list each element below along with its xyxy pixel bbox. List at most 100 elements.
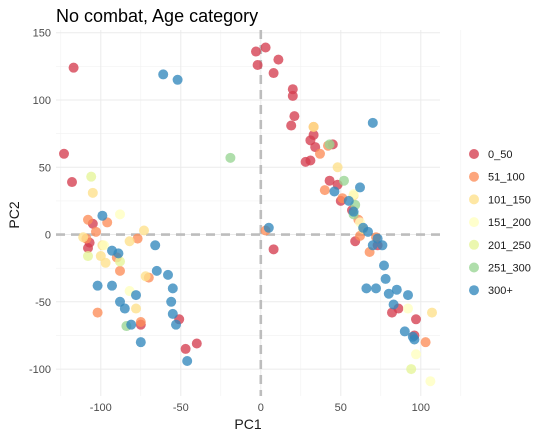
data-point-101-150 — [332, 162, 343, 173]
x-tick-label: -50 — [173, 402, 189, 414]
legend-label: 51_100 — [488, 172, 525, 184]
data-point-151-200 — [425, 376, 436, 387]
legend-label: 251_300 — [488, 263, 531, 275]
data-point-0-50 — [191, 338, 202, 349]
data-point-300- — [172, 74, 183, 85]
x-tick-label: 50 — [335, 402, 347, 414]
data-point-300- — [363, 226, 373, 237]
reference-lines — [56, 30, 440, 396]
data-point-0-50 — [300, 156, 311, 167]
y-axis-title: PC2 — [6, 201, 22, 228]
data-point-300- — [329, 186, 340, 197]
data-point-300- — [92, 280, 103, 291]
data-point-0-50 — [287, 90, 298, 101]
data-point-51-100 — [92, 307, 103, 318]
data-point-201-250 — [86, 171, 97, 182]
data-point-300- — [403, 290, 413, 301]
data-point-0-50 — [268, 244, 279, 255]
x-tick-label: -100 — [90, 402, 112, 414]
data-point-300- — [126, 319, 137, 330]
data-point-300- — [119, 303, 130, 314]
data-point-300- — [343, 195, 354, 206]
legend-label: 201_250 — [488, 240, 531, 252]
data-point-300- — [107, 280, 117, 291]
data-point-101-150 — [308, 121, 319, 132]
data-point-51-100 — [420, 337, 431, 348]
data-point-101-150 — [87, 187, 98, 198]
grid-major — [56, 30, 440, 396]
y-tick-label: 50 — [39, 162, 51, 174]
data-point-0-50 — [260, 42, 271, 53]
data-point-300- — [361, 283, 372, 294]
grid-minor — [56, 30, 462, 396]
data-point-0-50 — [411, 314, 421, 325]
legend-key — [469, 239, 479, 250]
data-point-300- — [380, 273, 391, 284]
y-tick-label: 0 — [45, 230, 51, 242]
data-point-0-50 — [268, 68, 279, 79]
data-point-0-50 — [59, 148, 69, 159]
data-point-300- — [348, 206, 359, 217]
data-point-0-50 — [67, 177, 77, 188]
y-tick-label: 150 — [33, 28, 51, 40]
data-point-0-50 — [252, 59, 263, 70]
data-point-300- — [163, 269, 173, 280]
data-point-101-150 — [124, 236, 135, 247]
data-point-300- — [367, 117, 378, 128]
data-point-151-200 — [411, 349, 421, 360]
data-point-0-50 — [324, 175, 335, 186]
legend-label: 0_50 — [488, 149, 512, 161]
data-point-201-250 — [83, 251, 93, 262]
data-point-300- — [150, 240, 161, 251]
data-point-300- — [409, 334, 420, 345]
data-point-101-150 — [140, 271, 151, 282]
data-point-0-50 — [251, 46, 261, 57]
data-point-300- — [171, 319, 181, 330]
data-point-300- — [167, 308, 178, 319]
data-point-151-200 — [403, 303, 413, 314]
data-point-51-100 — [115, 265, 125, 276]
data-point-0-50 — [68, 62, 79, 73]
data-point-0-50 — [387, 307, 397, 318]
data-point-300- — [355, 182, 365, 193]
data-point-300- — [371, 283, 381, 294]
data-point-300- — [97, 210, 108, 221]
legend-key — [469, 262, 479, 273]
data-point-300- — [379, 260, 389, 271]
legend-key — [469, 194, 479, 205]
data-point-251-300 — [339, 175, 349, 186]
data-point-300- — [263, 222, 274, 233]
data-point-51-100 — [135, 316, 146, 327]
data-point-151-200 — [99, 240, 109, 251]
data-point-300- — [158, 69, 169, 80]
data-point-300- — [166, 296, 177, 307]
legend-key — [469, 217, 479, 228]
data-point-300- — [113, 248, 124, 259]
data-point-51-100 — [319, 185, 330, 196]
legend-key — [469, 171, 479, 182]
data-point-51-100 — [83, 214, 93, 225]
legend-label: 151_200 — [488, 217, 531, 229]
data-point-201-250 — [406, 364, 417, 375]
x-tick-label: 0 — [258, 402, 264, 414]
chart-title: No combat, Age category — [56, 6, 258, 26]
data-point-300- — [151, 265, 162, 276]
data-point-0-50 — [289, 111, 300, 122]
data-point-101-150 — [131, 303, 141, 314]
legend-key — [469, 285, 479, 296]
data-point-300- — [377, 240, 388, 251]
data-point-300- — [388, 299, 399, 310]
data-point-51-100 — [91, 226, 101, 237]
y-axis-ticks: 150 100 50 0 -50 -100 — [29, 28, 51, 376]
legend-label: 101_150 — [488, 194, 531, 206]
data-point-201-250 — [115, 256, 125, 267]
y-tick-label: -100 — [29, 364, 51, 376]
data-point-101-150 — [100, 257, 111, 268]
data-point-300- — [383, 288, 394, 299]
data-point-51-100 — [132, 233, 143, 244]
data-point-300- — [131, 290, 141, 301]
data-point-300- — [135, 337, 146, 348]
data-point-0-50 — [180, 343, 191, 354]
data-point-51-100 — [315, 148, 325, 159]
